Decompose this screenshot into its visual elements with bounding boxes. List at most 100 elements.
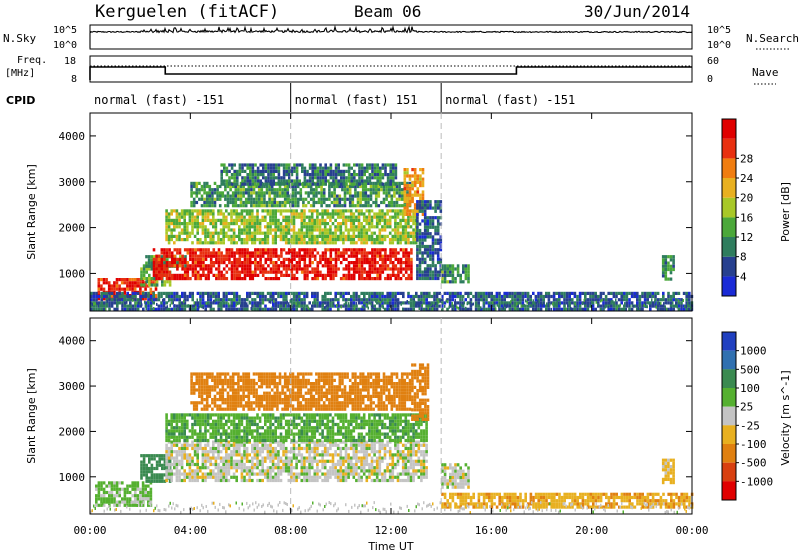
heatmap-cell — [319, 169, 322, 173]
heatmap-cell — [249, 182, 252, 186]
heatmap-cell — [429, 251, 432, 255]
heatmap-cell — [345, 264, 348, 268]
heatmap-cell — [236, 169, 239, 173]
heatmap-cell — [584, 307, 587, 311]
heatmap-cell — [256, 291, 259, 295]
heatmap-cell — [291, 184, 295, 189]
heatmap-cell — [407, 231, 410, 235]
heatmap-cell — [364, 194, 368, 198]
heatmap-cell — [321, 228, 324, 232]
heatmap-cell — [100, 497, 103, 501]
heatmap-cell — [155, 273, 158, 277]
heatmap-cell — [431, 257, 435, 261]
heatmap-cell — [199, 238, 202, 242]
heatmap-cell — [196, 212, 199, 216]
heatmap-cell — [292, 218, 296, 222]
heatmap-cell — [485, 298, 488, 302]
heatmap-cell — [434, 228, 437, 233]
heatmap-cell — [362, 218, 366, 222]
heatmap-cell — [225, 257, 229, 261]
heatmap-cell — [234, 197, 238, 201]
heatmap-cell — [625, 304, 629, 308]
heatmap-cell — [321, 212, 324, 216]
heatmap-cell — [131, 287, 134, 291]
heatmap-cell — [311, 261, 314, 265]
heatmap-cell — [294, 188, 297, 192]
heatmap-cell — [155, 254, 158, 258]
heatmap-cell — [433, 304, 436, 308]
heatmap-cell — [225, 301, 228, 305]
heatmap-cell — [288, 302, 290, 306]
heatmap-cell — [329, 273, 333, 277]
heatmap-cell — [238, 298, 241, 302]
heatmap-cell — [175, 443, 179, 447]
heatmap-cell — [410, 270, 413, 274]
heatmap-cell — [333, 200, 336, 205]
heatmap-cell — [192, 181, 196, 185]
heatmap-cell — [313, 248, 317, 252]
heatmap-cell — [232, 453, 236, 457]
heatmap-cell — [513, 298, 517, 302]
heatmap-cell — [141, 303, 143, 307]
heatmap-cell — [321, 176, 325, 180]
heatmap-cell — [404, 257, 408, 261]
heatmap-cell — [252, 188, 256, 192]
heatmap-cell — [302, 197, 305, 201]
heatmap-cell — [95, 301, 98, 305]
heatmap-cell — [386, 209, 389, 213]
heatmap-cell — [288, 169, 291, 173]
heatmap-cell — [126, 281, 129, 285]
heatmap-cell — [252, 200, 256, 205]
heatmap-cell — [664, 261, 668, 265]
heatmap-cell — [456, 291, 460, 295]
heatmap-cell — [217, 264, 221, 268]
heatmap-cell — [378, 270, 382, 274]
heatmap-cell — [662, 291, 665, 295]
heatmap-cell — [140, 466, 143, 471]
heatmap-cell — [233, 301, 236, 305]
heatmap-cell — [335, 197, 339, 201]
heatmap-cell — [264, 176, 268, 180]
heatmap-cell — [147, 307, 150, 311]
heatmap-cell — [129, 298, 132, 302]
heatmap-cell — [516, 291, 519, 295]
heatmap-cell — [383, 294, 387, 299]
heatmap-cell — [403, 196, 407, 200]
heatmap-cell — [309, 197, 313, 201]
heatmap-cell — [425, 301, 428, 305]
heatmap-cell — [487, 294, 491, 299]
heatmap-cell — [446, 270, 449, 274]
heatmap-cell — [248, 277, 252, 281]
heatmap-cell — [266, 225, 270, 229]
heatmap-cell — [586, 307, 590, 311]
heatmap-cell — [636, 304, 639, 308]
heatmap-cell — [108, 304, 111, 308]
heatmap-cell — [329, 166, 333, 170]
heatmap-cell — [399, 222, 402, 226]
heatmap-cell — [175, 212, 179, 216]
heatmap-cell — [303, 176, 307, 180]
heatmap-cell — [389, 163, 392, 167]
heatmap-cell — [224, 197, 227, 201]
heatmap-cell — [244, 197, 248, 201]
heatmap-cell — [175, 478, 179, 483]
heatmap-cell — [306, 264, 309, 268]
heatmap-cell — [133, 284, 137, 288]
heatmap-cell — [248, 209, 251, 213]
heatmap-cell — [183, 446, 186, 451]
heatmap-cell — [378, 234, 382, 238]
heatmap-cell — [229, 184, 232, 189]
heatmap-cell — [224, 188, 227, 192]
heatmap-cell — [667, 301, 670, 305]
heatmap-cell — [153, 479, 156, 483]
heatmap-cell — [134, 304, 137, 308]
heatmap-cell — [678, 299, 680, 303]
heatmap-cell — [306, 270, 309, 274]
heatmap-cell — [165, 478, 168, 483]
heatmap-cell — [309, 204, 313, 208]
heatmap-cell — [434, 206, 437, 210]
heatmap-cell — [447, 300, 449, 304]
heatmap-cell — [532, 299, 534, 303]
heatmap-cell — [128, 500, 132, 504]
heatmap-cell — [367, 197, 370, 201]
